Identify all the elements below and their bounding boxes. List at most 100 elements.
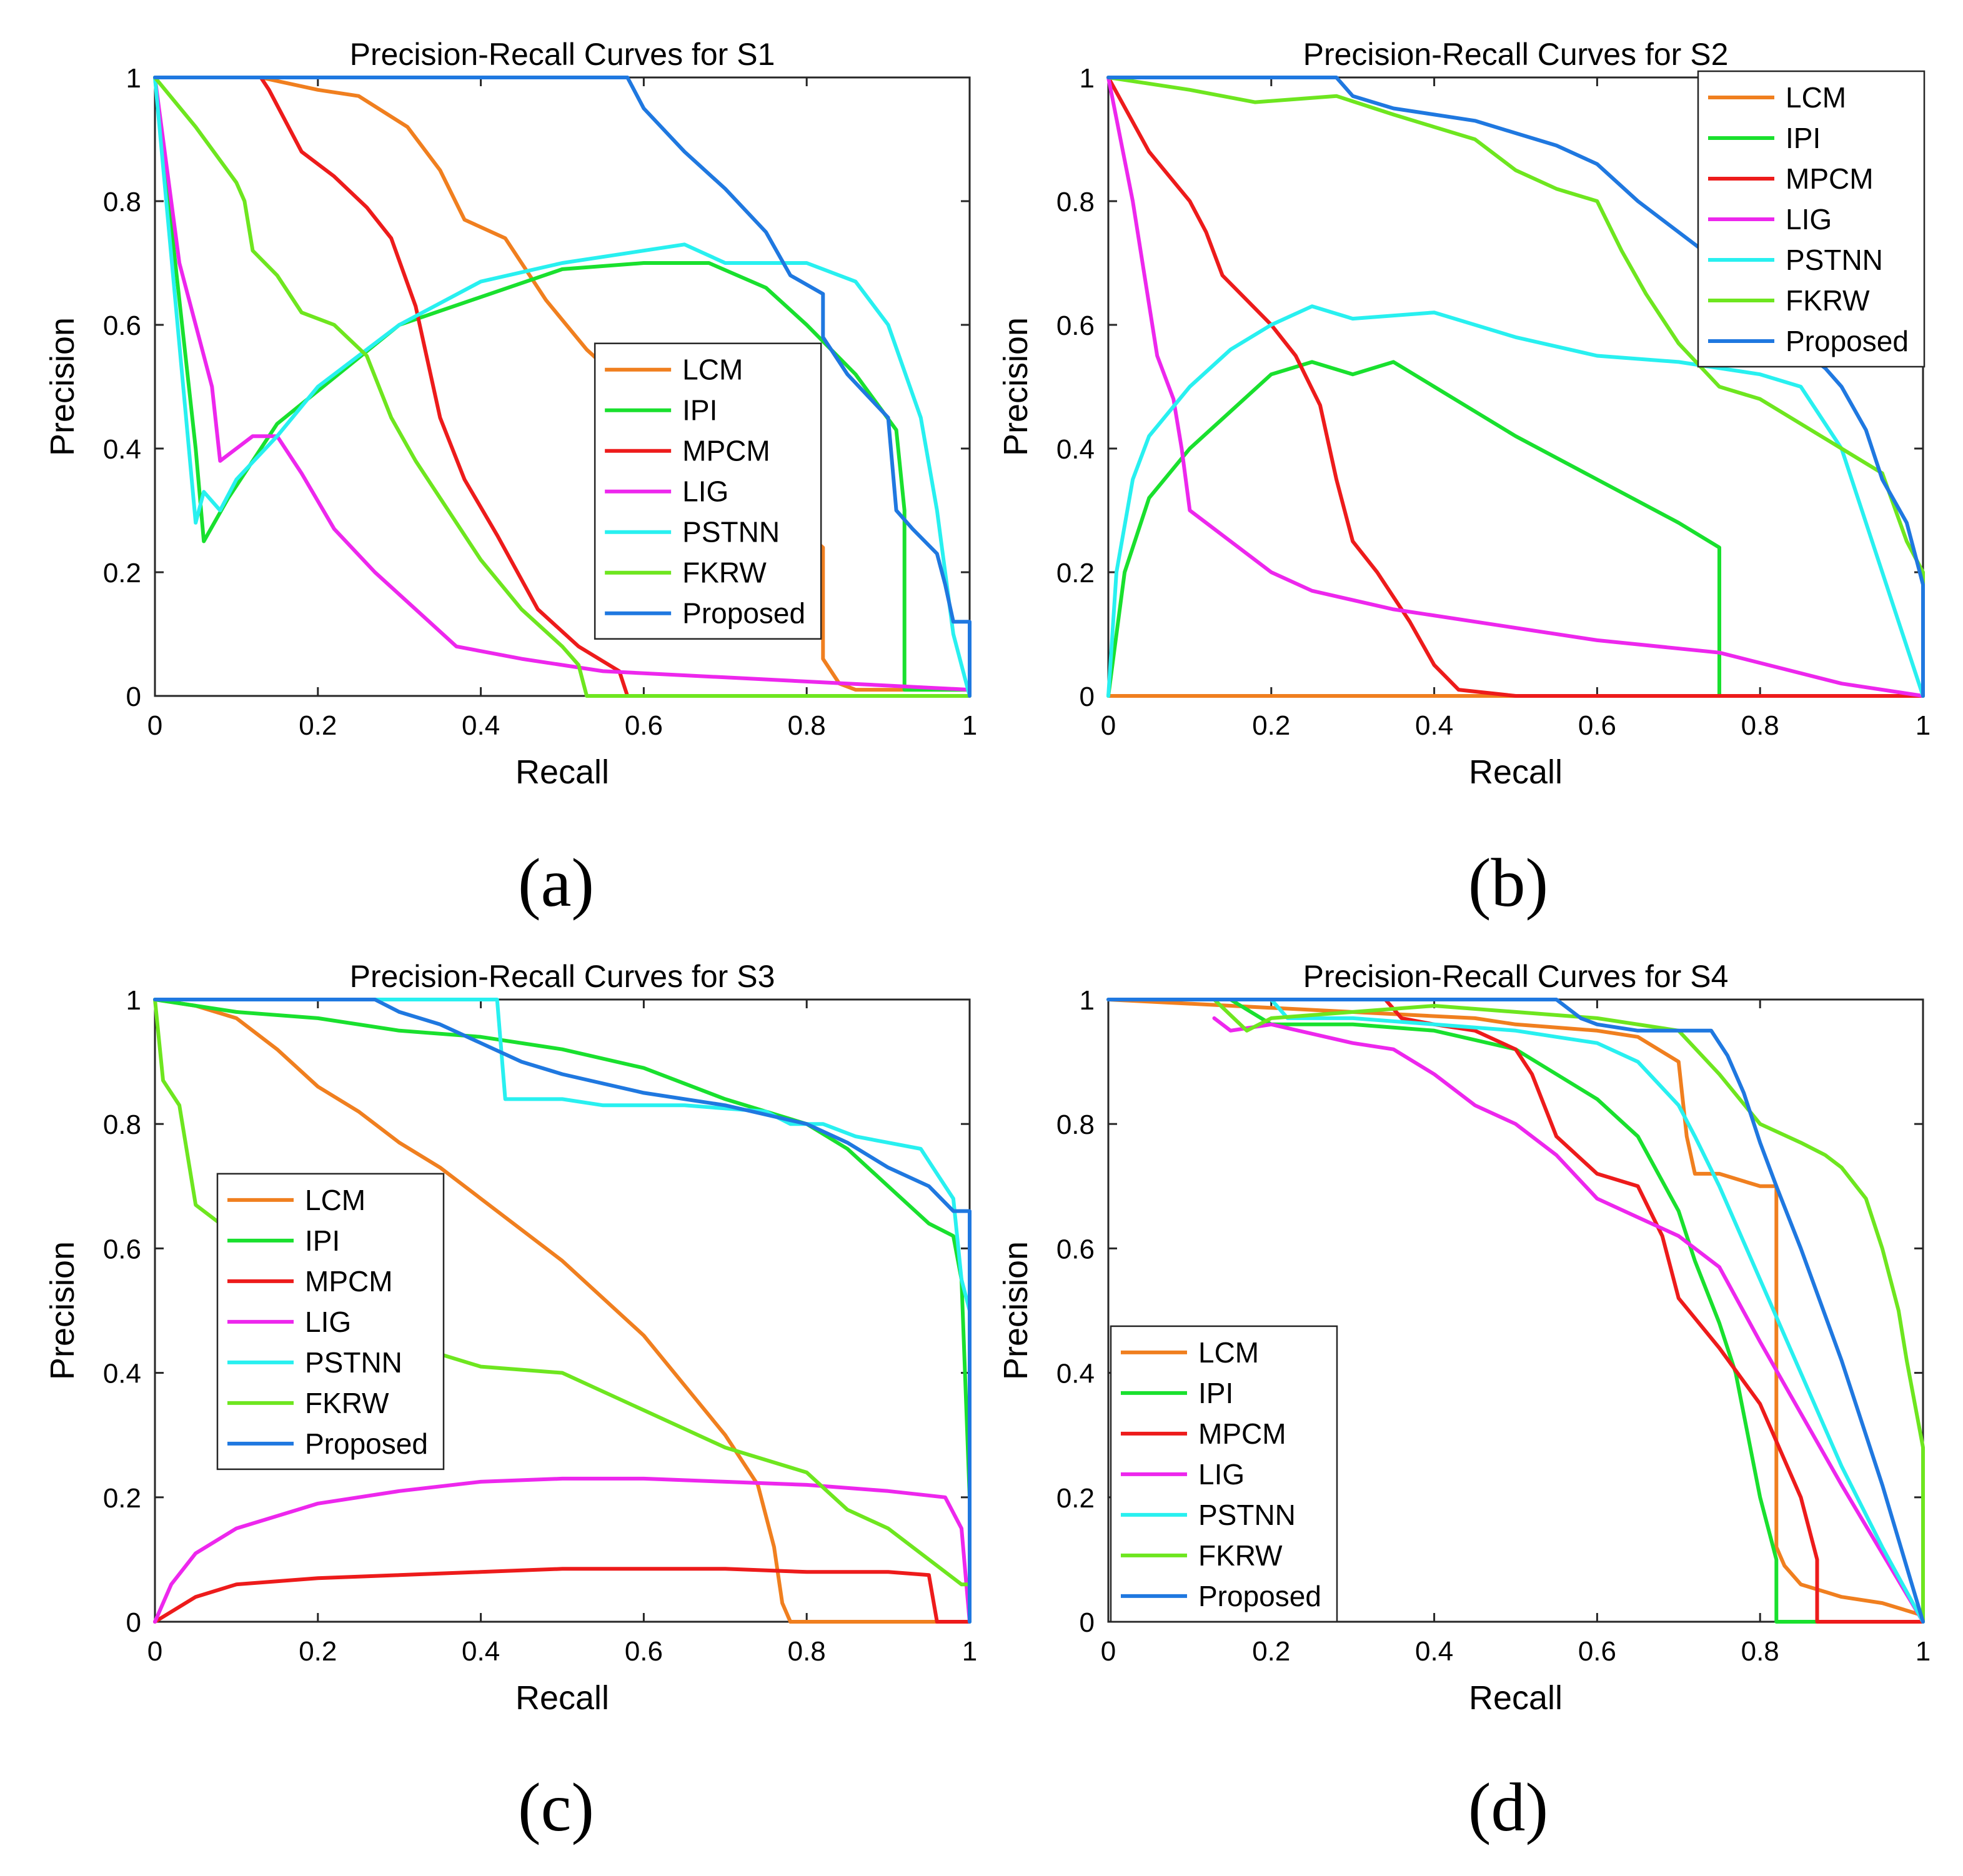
legend-label-lig: LIG: [305, 1306, 351, 1338]
plot-area: [154, 76, 971, 697]
series-line-pstnn: [1106, 998, 1925, 1624]
legend-label-ipi: IPI: [305, 1224, 340, 1257]
x-tick-label: 0: [147, 710, 162, 741]
y-axis-label: Precision: [44, 1241, 81, 1380]
series-line-ipi: [1228, 998, 1925, 1624]
y-tick-label: 0.6: [103, 310, 141, 341]
chart-panel-3: 0 0.2 0.4 0.6 0.8 1 0 0.2 0.4 0.6 0.8 1 Precision-Re…: [44, 959, 977, 1845]
series-line-pstnn: [153, 998, 972, 1624]
panel-caption: (a): [518, 845, 594, 921]
x-tick-label: 0.2: [1252, 1636, 1290, 1667]
series-line-lcm: [1106, 998, 1925, 1617]
series-line-lig: [153, 1476, 972, 1624]
y-tick-label: 0.2: [103, 558, 141, 588]
x-tick-label: 0.4: [462, 710, 500, 741]
legend: LCM IPI MPCM LIG PSTNN FKRW Proposed: [1697, 70, 1926, 368]
chart-title: Precision-Recall Curves for S3: [350, 959, 775, 994]
x-tick-label: 1: [962, 1636, 977, 1667]
legend-label-pstnn: PSTNN: [682, 516, 780, 548]
y-tick-label: 0.6: [1056, 1234, 1095, 1264]
legend-label-lcm: LCM: [305, 1184, 365, 1216]
x-tick-label: 0.8: [788, 1636, 826, 1667]
x-tick-label: 0.4: [1415, 1636, 1453, 1667]
x-tick-label: 0.4: [462, 1636, 500, 1667]
legend-label-lig: LIG: [1786, 203, 1832, 236]
y-tick-label: 0.4: [103, 1359, 141, 1389]
x-tick-label: 0.2: [299, 710, 337, 741]
x-tick-label: 0.6: [625, 710, 663, 741]
legend-label-fkrw: FKRW: [1786, 284, 1870, 317]
series-line-fkrw: [1212, 998, 1925, 1624]
y-tick-label: 0.4: [103, 434, 141, 465]
y-axis-label: Precision: [44, 317, 81, 456]
y-tick-label: 0.6: [1056, 310, 1095, 341]
series-line-lcm: [153, 76, 972, 692]
y-tick-label: 0: [1080, 1607, 1095, 1638]
y-axis-label: Precision: [997, 317, 1035, 456]
series-line-proposed: [1106, 998, 1925, 1624]
y-tick-label: 0.2: [103, 1483, 141, 1514]
chart-title: Precision-Recall Curves for S1: [350, 37, 775, 72]
y-tick-label: 0.4: [1056, 434, 1095, 465]
series-line-proposed: [153, 76, 972, 698]
legend: LCM IPI MPCM LIG PSTNN FKRW Proposed: [1110, 1325, 1338, 1623]
legend-label-mpcm: MPCM: [1198, 1417, 1286, 1450]
legend-label-mpcm: MPCM: [682, 435, 770, 467]
series-line-proposed: [1106, 76, 1925, 698]
x-tick-label: 1: [1916, 710, 1931, 741]
x-tick-label: 1: [1916, 1636, 1931, 1667]
legend: LCM IPI MPCM LIG PSTNN FKRW Proposed: [216, 1173, 445, 1471]
y-axis-label: Precision: [997, 1241, 1035, 1380]
series-line-fkrw: [153, 76, 972, 698]
x-tick-label: 0.6: [625, 1636, 663, 1667]
x-tick-label: 0.4: [1415, 710, 1453, 741]
y-tick-label: 0.8: [1056, 1109, 1095, 1140]
y-tick-label: 0.8: [103, 1109, 141, 1140]
series-line-proposed: [153, 998, 972, 1624]
x-tick-label: 0.8: [1741, 710, 1779, 741]
x-axis-label: Recall: [515, 1679, 609, 1717]
series-line-mpcm: [1106, 76, 1925, 698]
legend-label-proposed: Proposed: [1198, 1580, 1321, 1612]
chart-title: Precision-Recall Curves for S2: [1303, 37, 1729, 72]
series-group: [1106, 76, 1925, 698]
y-tick-label: 0.4: [1056, 1359, 1095, 1389]
legend-label-lcm: LCM: [1198, 1336, 1259, 1369]
x-tick-label: 0.8: [788, 710, 826, 741]
x-axis-label: Recall: [1469, 753, 1563, 791]
series-line-lig: [1212, 1016, 1925, 1624]
y-tick-label: 0.6: [103, 1234, 141, 1264]
y-tick-label: 0.2: [1056, 1483, 1095, 1514]
series-group: [153, 998, 972, 1624]
legend-label-mpcm: MPCM: [1786, 162, 1874, 195]
legend-label-mpcm: MPCM: [305, 1265, 393, 1298]
legend-label-lig: LIG: [682, 475, 728, 508]
x-tick-label: 0.6: [1578, 710, 1616, 741]
series-line-mpcm: [153, 76, 972, 698]
series-line-pstnn: [1106, 304, 1925, 698]
chart-panel-2: 0 0.2 0.4 0.6 0.8 1 0 0.2 0.4 0.6 0.8 1 Precision-Re…: [997, 37, 1931, 921]
series-line-ipi: [153, 76, 972, 692]
series-line-lig: [1106, 76, 1925, 698]
x-tick-label: 0: [1101, 710, 1116, 741]
legend-label-pstnn: PSTNN: [1198, 1499, 1296, 1531]
x-tick-label: 0.2: [1252, 710, 1290, 741]
x-axis-label: Recall: [1469, 1679, 1563, 1717]
legend-label-fkrw: FKRW: [305, 1387, 389, 1419]
legend-label-proposed: Proposed: [305, 1427, 428, 1460]
legend-label-pstnn: PSTNN: [1786, 244, 1883, 276]
x-axis-label: Recall: [515, 753, 609, 791]
y-tick-label: 0.8: [103, 187, 141, 217]
chart-title: Precision-Recall Curves for S4: [1303, 959, 1729, 994]
chart-panel-1: 0 0.2 0.4 0.6 0.8 1 0 0.2 0.4 0.6 0.8 1 Precision-Re…: [44, 37, 977, 921]
legend-label-ipi: IPI: [1198, 1377, 1233, 1409]
legend: LCM IPI MPCM LIG PSTNN FKRW Proposed: [594, 342, 822, 640]
legend-label-ipi: IPI: [1786, 122, 1821, 154]
panel-caption: (c): [518, 1769, 594, 1845]
x-tick-label: 0: [1101, 1636, 1116, 1667]
panel-caption: (d): [1468, 1769, 1548, 1845]
series-line-fkrw: [153, 998, 972, 1587]
x-tick-label: 0.8: [1741, 1636, 1779, 1667]
series-line-mpcm: [153, 1567, 972, 1624]
